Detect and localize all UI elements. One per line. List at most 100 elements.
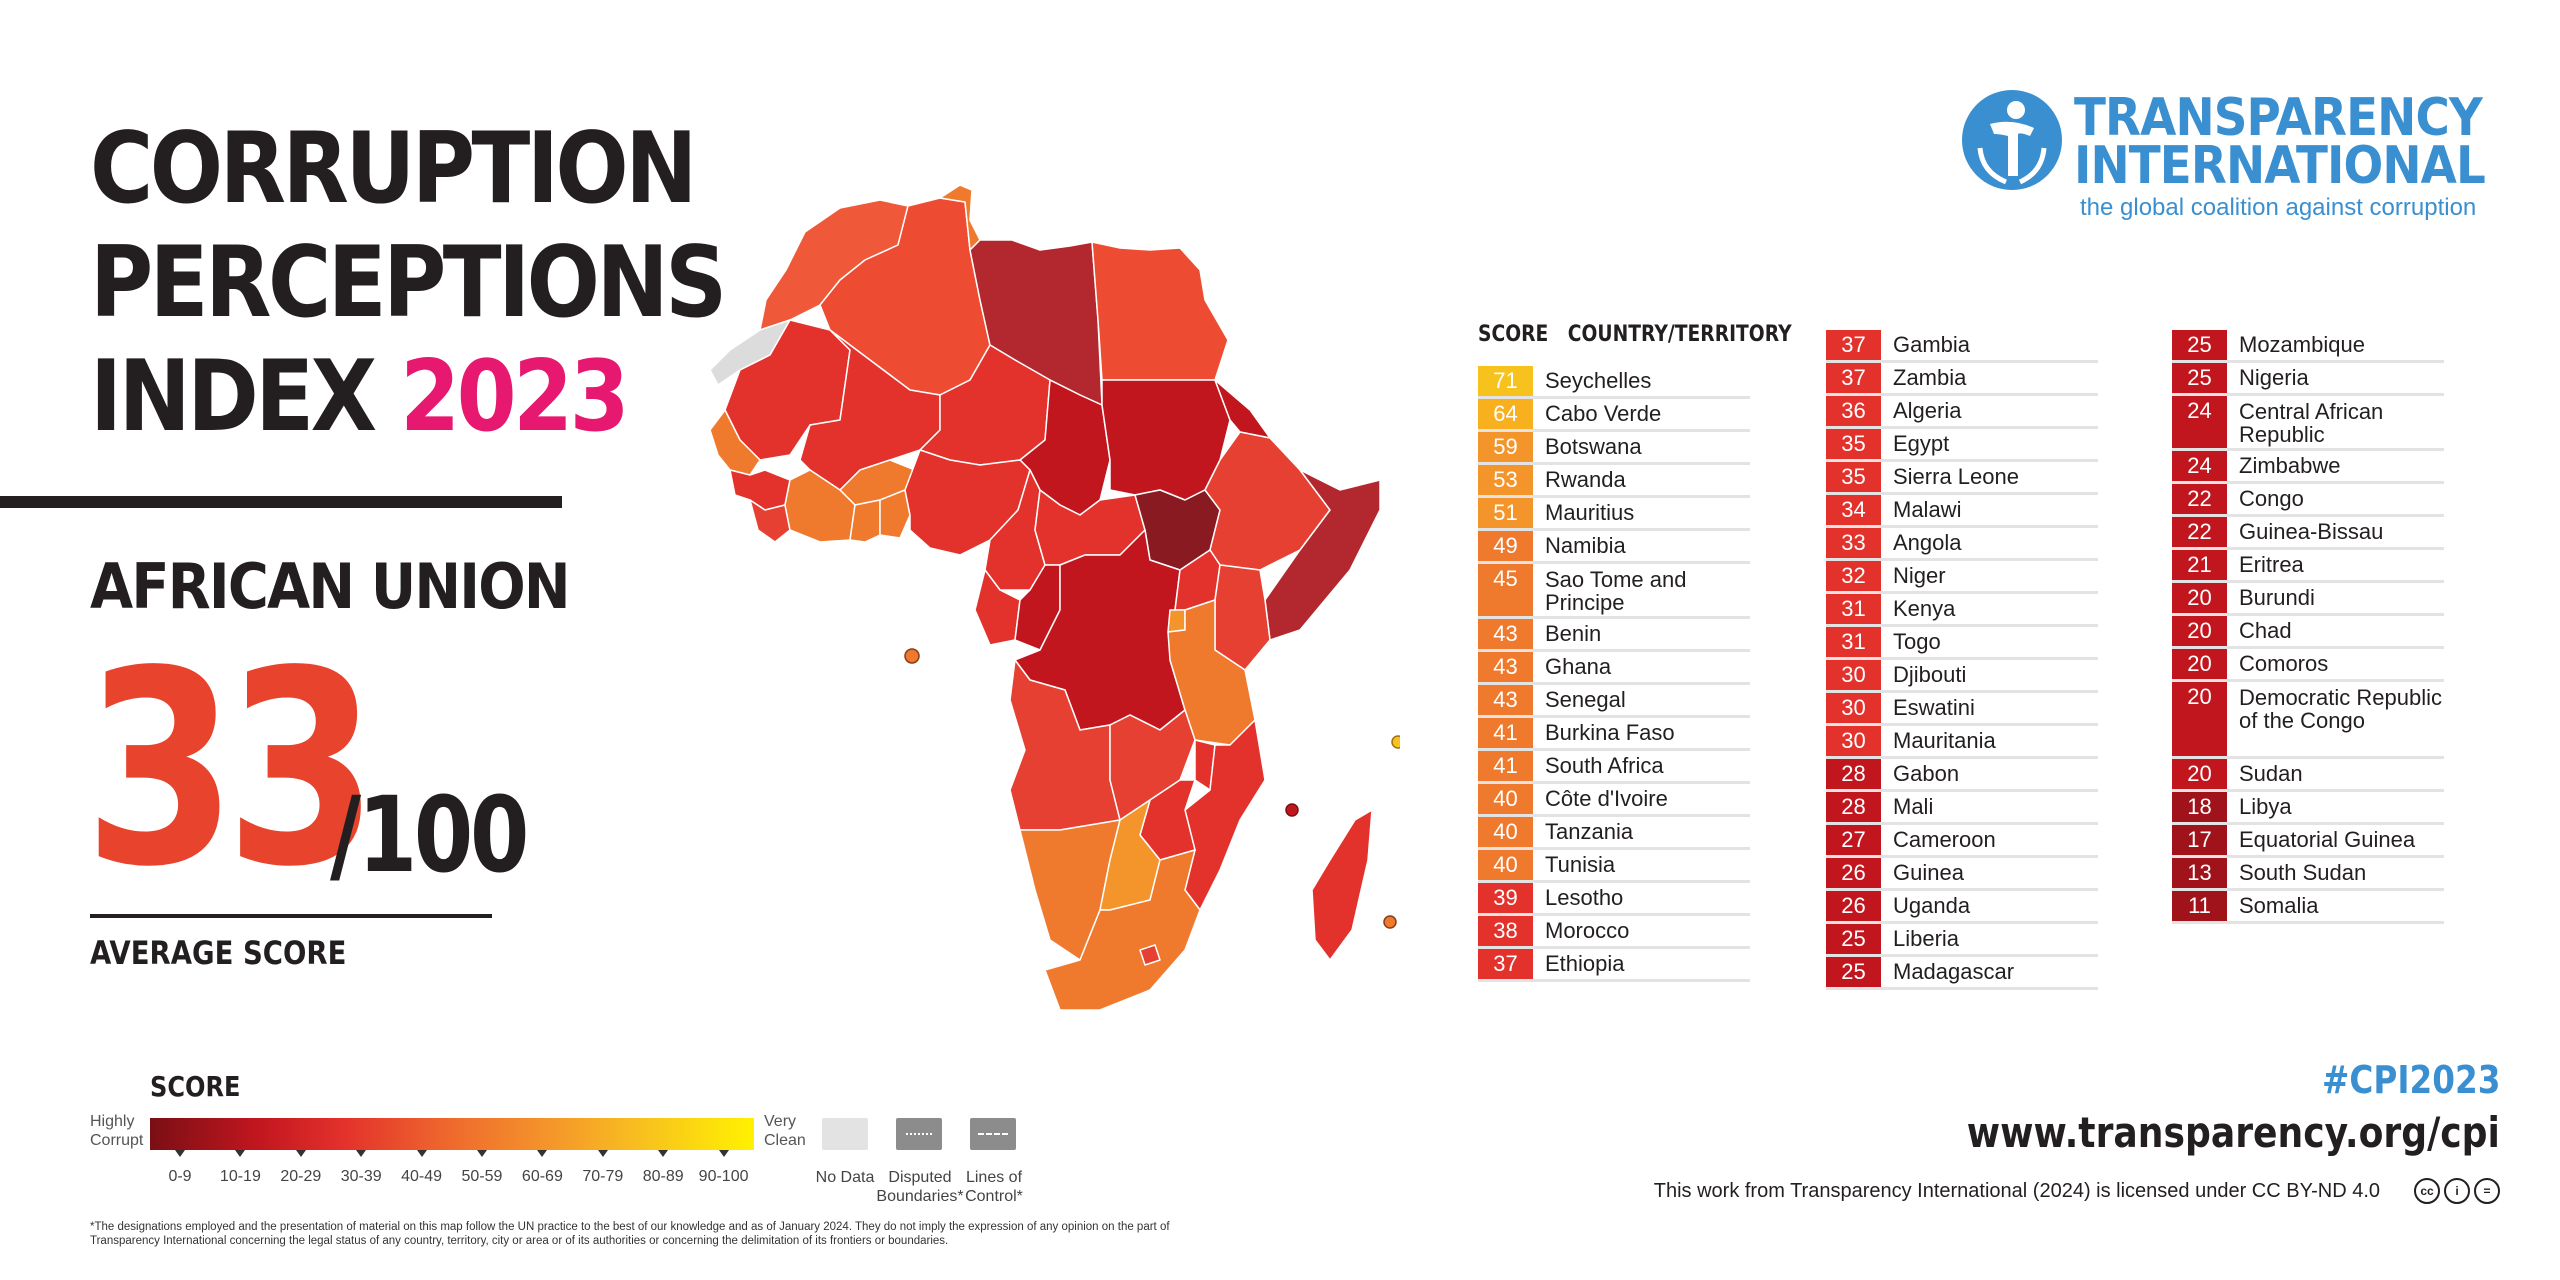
ranking-row: 30 Djibouti <box>1826 660 2098 693</box>
ranking-score: 22 <box>2172 517 2227 547</box>
legend-no-data-swatch <box>822 1118 868 1150</box>
ranking-score: 13 <box>2172 858 2227 888</box>
legend-tick-mark <box>718 1150 729 1157</box>
ranking-country: Somalia <box>2239 893 2319 918</box>
map-region-ethiopia <box>1204 431 1331 571</box>
ranking-row: 59 Botswana <box>1478 432 1750 465</box>
ranking-row: 36 Algeria <box>1826 396 2098 429</box>
ranking-row: 25 Nigeria <box>2172 363 2444 396</box>
ranking-score: 26 <box>1826 858 1881 888</box>
ranking-score: 41 <box>1478 751 1533 781</box>
map-region-benin <box>879 489 911 539</box>
map-sao-tome <box>904 648 920 664</box>
ranking-score: 18 <box>2172 792 2227 822</box>
ranking-row: 64 Cabo Verde <box>1478 399 1750 432</box>
ranking-country: Equatorial Guinea <box>2239 827 2416 852</box>
ranking-country: Mozambique <box>2239 332 2365 357</box>
ranking-score: 36 <box>1826 396 1881 426</box>
legend-no-data-label: No Data <box>815 1169 875 1186</box>
ranking-country: Egypt <box>1893 431 1950 456</box>
ranking-score: 35 <box>1826 429 1881 459</box>
ranking-country: Gabon <box>1893 761 1960 786</box>
legend-tick-mark <box>356 1150 367 1157</box>
legend-highly-corrupt: Highly Corrupt <box>90 1113 144 1149</box>
ranking-country: Sao Tome and Principe <box>1545 567 1687 615</box>
ranking-score: 20 <box>2172 682 2227 756</box>
ranking-country: South Sudan <box>2239 860 2367 885</box>
average-score-denominator: /100 <box>330 774 529 896</box>
legend-tick-mark <box>295 1150 306 1157</box>
ranking-row: 20 Chad <box>2172 616 2444 649</box>
ranking-row: 17 Equatorial Guinea <box>2172 825 2444 858</box>
transparency-international-logo[interactable]: TRANSPARENCY INTERNATIONAL the global co… <box>1960 88 2510 228</box>
legend-tick-mark <box>477 1150 487 1157</box>
ranking-row: 49 Namibia <box>1478 531 1750 564</box>
map-seychelles <box>1391 735 1400 749</box>
ranking-row: 20 Democratic Republic of the Congo <box>2172 682 2444 759</box>
ranking-row: 18 Libya <box>2172 792 2444 825</box>
legend-tick-mark <box>597 1150 608 1157</box>
ranking-score: 64 <box>1478 399 1533 429</box>
ranking-row: 35 Sierra Leone <box>1826 462 2098 495</box>
ranking-row: 11 Somalia <box>2172 891 2444 924</box>
legend-color-ramp <box>150 1118 754 1150</box>
table-header: SCORE COUNTRY/TERRITORY <box>1478 322 1792 347</box>
ranking-row: 53 Rwanda <box>1478 465 1750 498</box>
ranking-country: Botswana <box>1545 434 1642 459</box>
ranking-country: Togo <box>1893 629 1941 654</box>
map-region-kenya <box>1214 564 1271 671</box>
ranking-row: 37 Ethiopia <box>1478 949 1750 982</box>
average-score-label: AVERAGE SCORE <box>90 934 347 972</box>
ranking-score: 45 <box>1478 564 1533 616</box>
legend-disputed-swatch <box>896 1118 942 1150</box>
ranking-score: 20 <box>2172 616 2227 646</box>
africa-choropleth-map <box>709 184 1400 1011</box>
hashtag[interactable]: #CPI2023 <box>2321 1058 2500 1102</box>
ranking-score: 35 <box>1826 462 1881 492</box>
ranking-row: 25 Mozambique <box>2172 330 2444 363</box>
ranking-country: Central African Republic <box>2239 399 2384 447</box>
ranking-row: 22 Congo <box>2172 484 2444 517</box>
ranking-country: Seychelles <box>1545 368 1652 393</box>
legend-range-label: 80-89 <box>642 1168 684 1185</box>
ranking-score: 20 <box>2172 583 2227 613</box>
ranking-score: 71 <box>1478 366 1533 396</box>
ranking-score: 43 <box>1478 652 1533 682</box>
map-region-lesotho <box>1139 944 1161 966</box>
ranking-country: Nigeria <box>2239 365 2309 390</box>
ranking-country: Mali <box>1893 794 1934 819</box>
ranking-row: 25 Madagascar <box>1826 957 2098 990</box>
ranking-row: 43 Benin <box>1478 619 1750 652</box>
ranking-score: 30 <box>1826 726 1881 756</box>
ranking-score: 59 <box>1478 432 1533 462</box>
ranking-country: Liberia <box>1893 926 1960 951</box>
ranking-country: Benin <box>1545 621 1602 646</box>
ranking-country: Gambia <box>1893 332 1971 357</box>
ranking-country: Sierra Leone <box>1893 464 2019 489</box>
ranking-row: 20 Sudan <box>2172 759 2444 792</box>
map-mauritius <box>1383 915 1397 929</box>
legend-very-clean: Very Clean <box>764 1113 806 1149</box>
ranking-score: 32 <box>1826 561 1881 591</box>
ranking-row: 28 Gabon <box>1826 759 2098 792</box>
cc-license-icons[interactable]: cc i = <box>2414 1178 2500 1204</box>
ranking-country: Rwanda <box>1545 467 1626 492</box>
ranking-country: Tanzania <box>1545 819 1634 844</box>
title-year: 2023 <box>400 340 629 454</box>
cpi-url-link[interactable]: www.transparency.org/cpi <box>1966 1108 2500 1157</box>
legend-range-label: 30-39 <box>340 1168 382 1185</box>
ranking-row: 39 Lesotho <box>1478 883 1750 916</box>
ranking-score: 37 <box>1826 330 1881 360</box>
ranking-score: 30 <box>1826 660 1881 690</box>
legend-tick-mark <box>416 1150 427 1157</box>
ranking-country: Malawi <box>1893 497 1962 522</box>
legend-range-label: 0-9 <box>168 1168 192 1185</box>
legend-title: SCORE <box>150 1070 241 1103</box>
legend-range-label: 10-19 <box>219 1168 261 1185</box>
title-index-word: INDEX <box>90 340 377 454</box>
ranking-country: Mauritius <box>1545 500 1635 525</box>
logo-tagline: the global coalition against corruption <box>2080 194 2477 221</box>
ranking-row: 24 Zimbabwe <box>2172 451 2444 484</box>
ranking-country: Burundi <box>2239 585 2315 610</box>
ranking-country: Eswatini <box>1893 695 1975 720</box>
